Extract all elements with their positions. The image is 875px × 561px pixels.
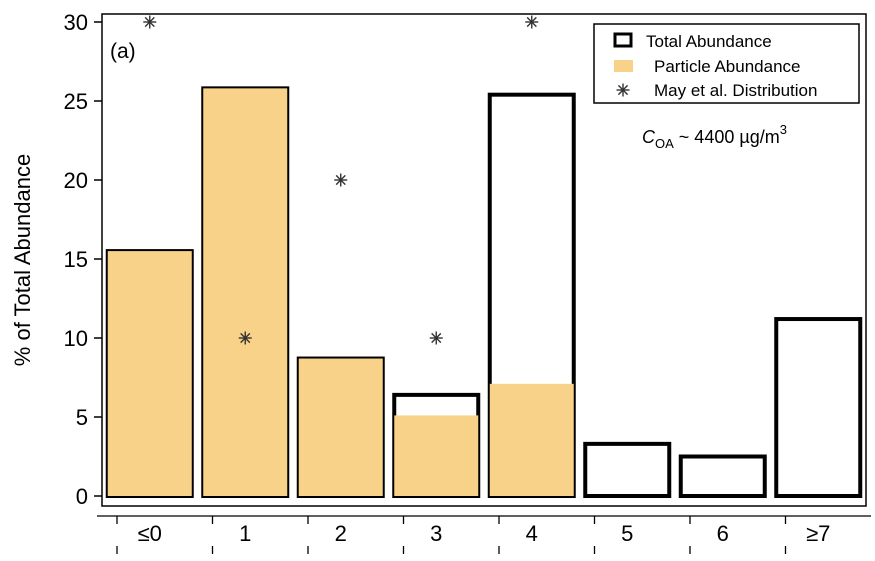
- legend-label-particle: Particle Abundance: [654, 57, 801, 76]
- may-distribution-marker: [334, 173, 348, 187]
- plot-border: [101, 13, 867, 507]
- particle-abundance-bars: [107, 88, 574, 497]
- y-tick-label: 0: [76, 484, 88, 509]
- y-tick-label: 20: [64, 168, 88, 193]
- total-abundance-bar-fill: [776, 319, 861, 496]
- asterisk-stroke: [144, 16, 155, 28]
- x-tick-label: ≤0: [138, 521, 162, 546]
- legend-swatch-total: [613, 32, 633, 48]
- y-tick-label: 10: [64, 326, 88, 351]
- x-axis: ≤0 1 2 3 4 5 6 ≥7: [97, 515, 871, 554]
- panel-label: (a): [110, 40, 136, 63]
- legend-label-total: Total Abundance: [646, 32, 772, 51]
- legend-label-may: May et al. Distribution: [654, 81, 817, 100]
- may-distribution-marker: [429, 331, 443, 345]
- y-axis: 0 5 10 15 20 25 30: [64, 10, 102, 509]
- legend-swatch-particle: [614, 60, 633, 72]
- legend-box: [593, 23, 860, 104]
- asterisk-stroke: [240, 332, 251, 344]
- y-tick-label: 5: [76, 405, 88, 430]
- total-abundance-bar: [583, 441, 672, 498]
- y-axis-label: % of Total Abundance: [10, 154, 35, 366]
- may-distribution-marker: [525, 15, 539, 29]
- total-abundance-bar-fill: [585, 443, 670, 496]
- particle-abundance-bar: [298, 358, 383, 496]
- plot-frame: [101, 13, 867, 507]
- total-abundance-bar: [774, 317, 863, 499]
- legend: Total Abundance Particle Abundance May e…: [593, 23, 860, 104]
- particle-abundance-bar: [203, 88, 288, 497]
- y-tick-label: 15: [64, 247, 88, 272]
- x-tick-label: 2: [335, 521, 347, 546]
- legend-asterisk-icon: [616, 83, 630, 97]
- total-abundance-bar-fill: [680, 456, 765, 496]
- asterisk-stroke: [431, 332, 442, 344]
- asterisk-stroke: [617, 84, 629, 96]
- asterisk-stroke: [335, 174, 346, 186]
- legend-asterisk: [616, 83, 630, 97]
- may-distribution-marker: [238, 331, 252, 345]
- may-distribution-markers: [143, 15, 539, 345]
- x-tick-label: 3: [430, 521, 442, 546]
- particle-abundance-bar: [107, 251, 192, 496]
- x-tick-label: 1: [239, 521, 251, 546]
- may-distribution-marker: [143, 15, 157, 29]
- y-tick-label: 25: [64, 89, 88, 114]
- x-tick-label: 6: [717, 521, 729, 546]
- particle-abundance-bar: [489, 383, 574, 496]
- total-abundance-bar: [678, 454, 767, 498]
- coa-annotation: COA ~ 4400 µg/m3: [642, 122, 787, 151]
- y-tick-label: 30: [64, 10, 88, 35]
- asterisk-stroke: [526, 16, 537, 28]
- x-tick-label: 4: [526, 521, 538, 546]
- particle-abundance-bar: [394, 415, 479, 496]
- x-tick-label: 5: [621, 521, 633, 546]
- x-tick-label: ≥7: [806, 521, 830, 546]
